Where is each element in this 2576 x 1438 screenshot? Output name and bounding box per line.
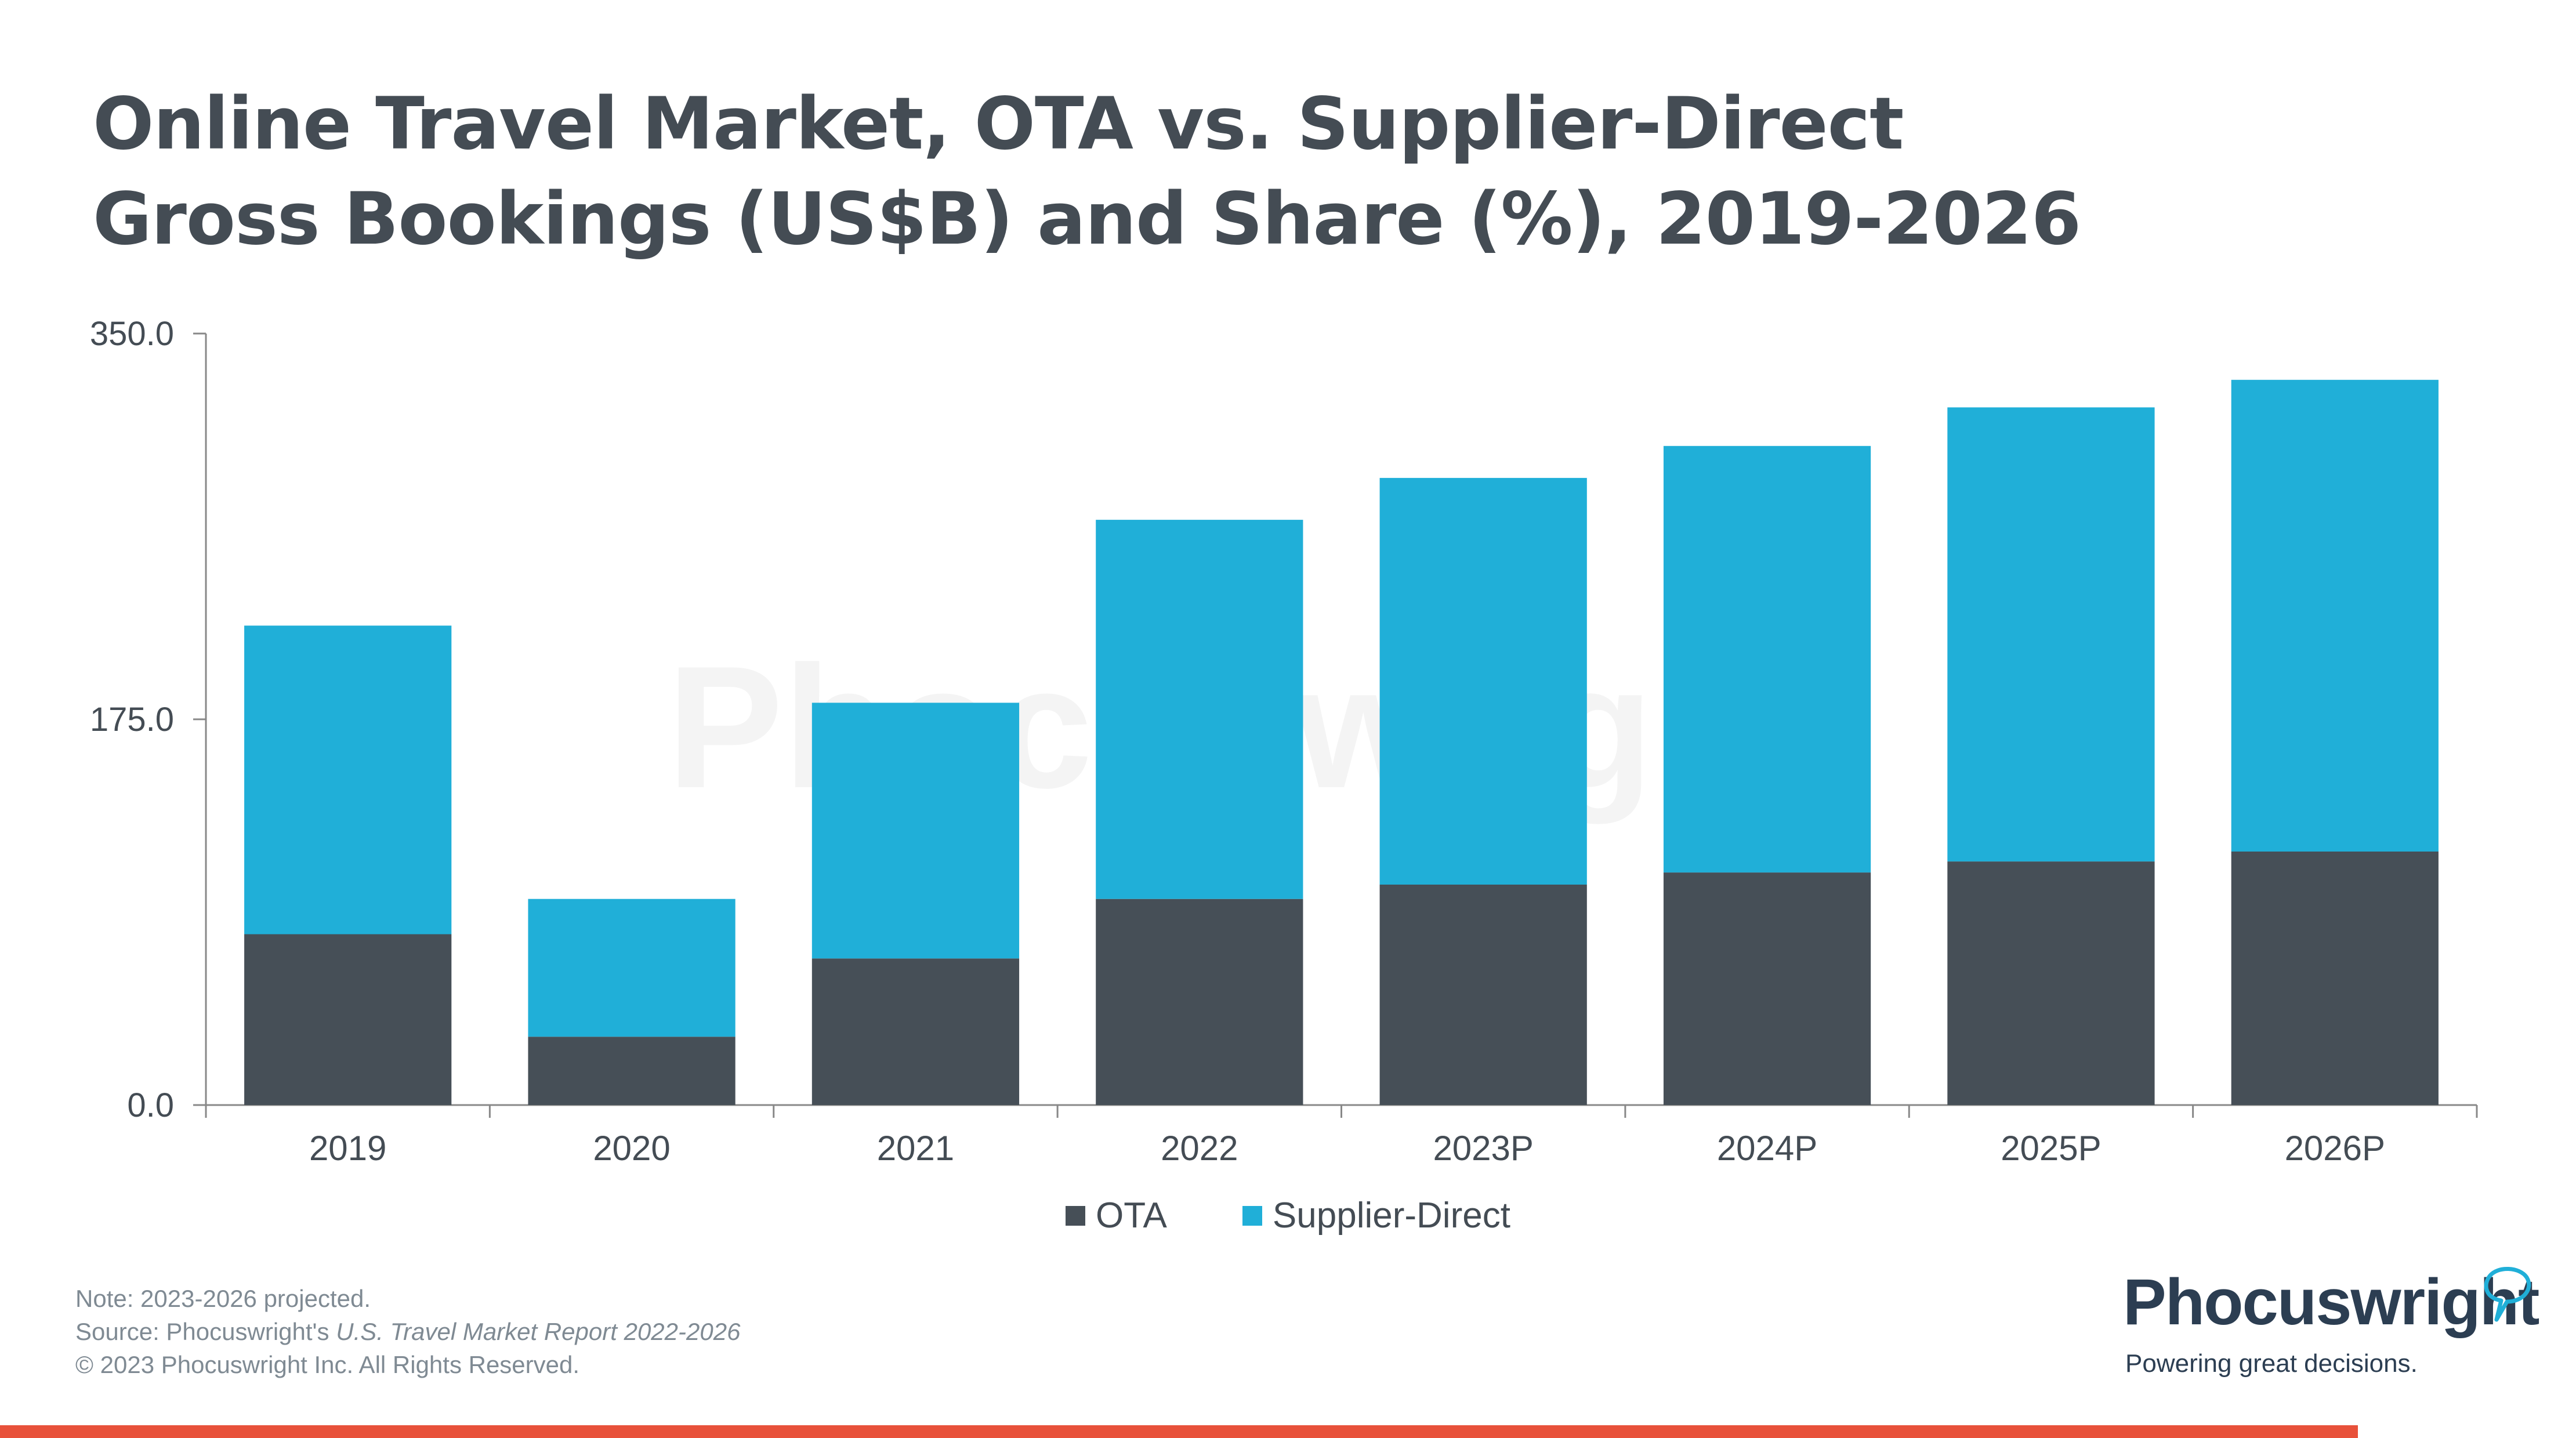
logo-wordmark: Phocuswright (2123, 1266, 2539, 1338)
legend-item-ota: OTA (1066, 1195, 1167, 1236)
legend-swatch-ota (1066, 1205, 1086, 1226)
footnotes: Note: 2023-2026 projected. Source: Phocu… (75, 1282, 740, 1381)
phocuswright-logo: Phocuswright Powering great decisions. (2123, 1265, 2541, 1392)
bar-supplier-direct-2019 (244, 625, 452, 934)
bar-ota-2023p (1379, 885, 1587, 1105)
x-tick-label: 2023P (1433, 1129, 1534, 1168)
bar-supplier-direct-2021 (811, 702, 1020, 959)
y-tick-label: 175.0 (90, 701, 174, 738)
x-tick-label: 2019 (309, 1129, 386, 1168)
legend-swatch-supplier-direct (1242, 1205, 1262, 1226)
x-tick-label: 2022 (1161, 1129, 1238, 1168)
bar-supplier-direct-2025p (1947, 407, 2155, 862)
chart-title: Online Travel Market, OTA vs. Supplier-D… (93, 77, 2297, 267)
bar-supplier-direct-2022 (1096, 520, 1303, 899)
source-text: Source: Phocuswright's U.S. Travel Marke… (75, 1315, 740, 1348)
x-tick-label: 2020 (593, 1129, 670, 1168)
y-tick-label: 0.0 (127, 1086, 174, 1124)
bar-ota-2026p (2231, 852, 2439, 1105)
legend-label-ota: OTA (1096, 1196, 1167, 1236)
x-tick-label: 2024P (1717, 1129, 1818, 1168)
x-tick-label: 2026P (2285, 1129, 2386, 1168)
speech-bubble-icon (2484, 1267, 2531, 1322)
bar-ota-2024p (1663, 872, 1871, 1105)
legend: OTA Supplier-Direct (0, 1195, 2576, 1236)
bar-ota-2022 (1096, 899, 1303, 1105)
bar-supplier-direct-2026p (2231, 379, 2439, 852)
note-text: Note: 2023-2026 projected. (75, 1285, 371, 1312)
bar-ota-2020 (528, 1037, 736, 1105)
title-line-2: Gross Bookings (US$B) and Share (%), 201… (93, 178, 2081, 261)
copyright-text: © 2023 Phocuswright Inc. All Rights Rese… (75, 1351, 580, 1378)
logo-tagline: Powering great decisions. (2125, 1349, 2418, 1378)
y-tick-label: 350.0 (90, 315, 174, 353)
source-report-title: U.S. Travel Market Report 2022-2026 (336, 1318, 741, 1345)
bar-supplier-direct-2020 (528, 899, 736, 1037)
footer-accent-bar (0, 1425, 2358, 1438)
bar-supplier-direct-2024p (1663, 445, 1871, 873)
bar-ota-2021 (811, 958, 1020, 1105)
bar-ota-2025p (1947, 861, 2155, 1105)
legend-label-supplier-direct: Supplier-Direct (1272, 1196, 1510, 1236)
source-prefix: Source: Phocuswright's (75, 1318, 336, 1345)
legend-item-supplier-direct: Supplier-Direct (1242, 1195, 1510, 1236)
x-tick-label: 2025P (2001, 1129, 2102, 1168)
title-line-1: Online Travel Market, OTA vs. Supplier-D… (93, 82, 1904, 166)
bar-ota-2019 (244, 934, 452, 1105)
x-tick-label: 2021 (877, 1129, 954, 1168)
bar-supplier-direct-2023p (1379, 477, 1587, 885)
